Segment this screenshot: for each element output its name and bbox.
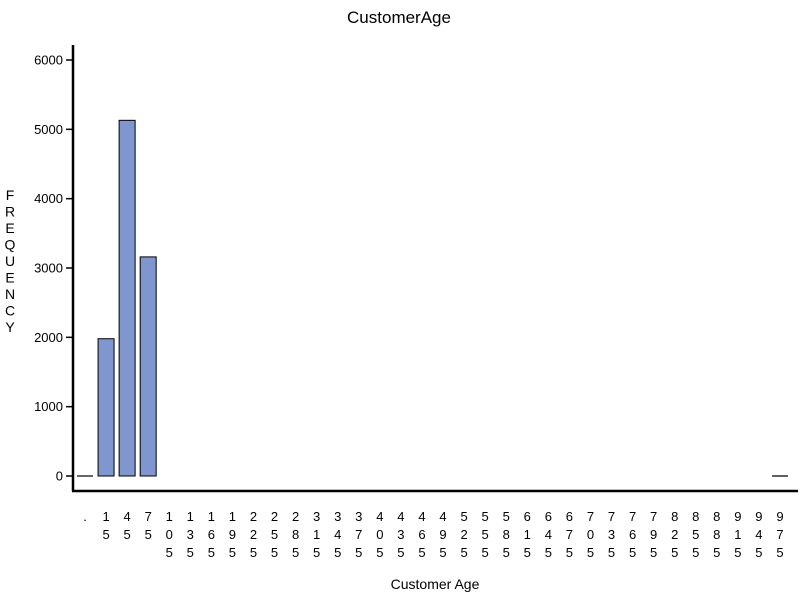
y-axis-ticks: 0 1000 2000 3000 4000 5000 6000: [34, 53, 73, 484]
y-tick-label: 2000: [34, 330, 63, 345]
y-tick-label: 1000: [34, 399, 63, 414]
y-tick-label: 6000: [34, 53, 63, 68]
y-tick-label: 5000: [34, 122, 63, 137]
bars: [77, 119, 788, 477]
y-tick-label: 0: [56, 469, 63, 484]
y-tick-label: 4000: [34, 191, 63, 206]
bar: [118, 119, 136, 477]
y-tick-label: 3000: [34, 261, 63, 276]
x-axis-label: Customer Age: [391, 576, 480, 592]
chart-title: CustomerAge: [347, 8, 451, 27]
x-axis-ticks: . 1 5 4 5 7 5 1 0 5 1 3 5 1 6 5 1 9 5 2 2 5 2 5 5 2 8 5 3 1 5 3 4 5 3 7 5 4 0 5…: [83, 509, 783, 560]
x-tick-label: .: [83, 509, 87, 524]
bar: [97, 338, 115, 477]
bar: [139, 256, 157, 477]
